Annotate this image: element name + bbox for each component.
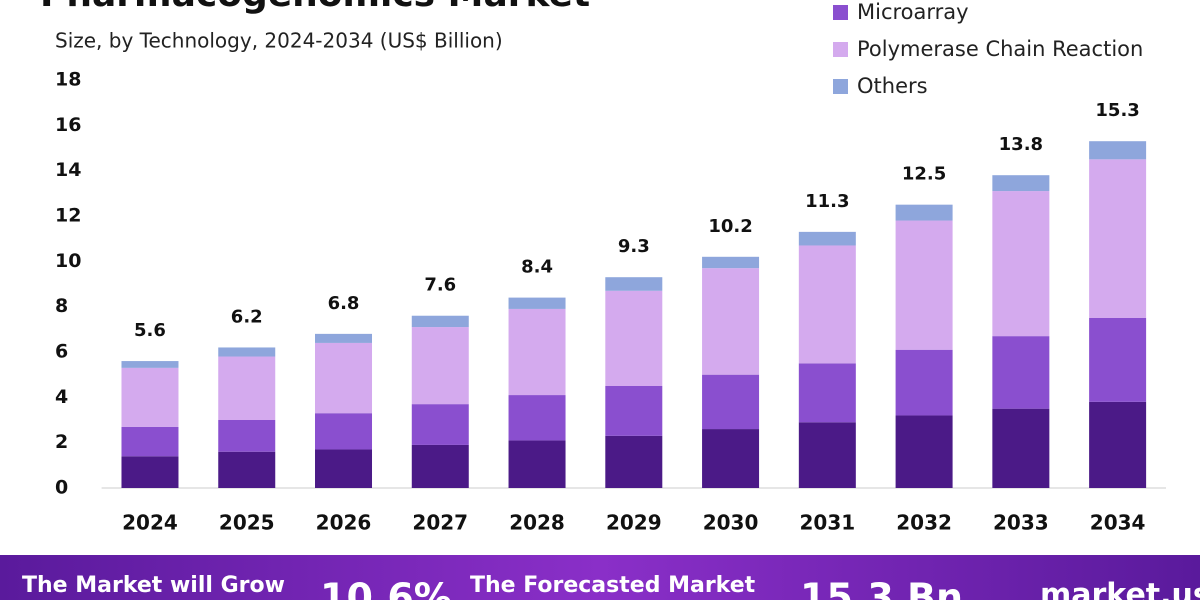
total-label: 12.5 <box>902 164 946 185</box>
x-tick-label: 2032 <box>896 511 952 535</box>
x-tick-label: 2026 <box>316 511 372 535</box>
bar-segment <box>218 356 276 420</box>
bar-segment <box>798 363 856 423</box>
bar-segment <box>1089 318 1147 402</box>
total-label: 10.2 <box>708 216 752 237</box>
chart-title: Pharmacogenomics Market <box>40 0 590 15</box>
legend-label: Microarray <box>857 0 969 24</box>
bar-segment <box>411 327 469 405</box>
bar-segment <box>218 347 276 357</box>
total-label: 15.3 <box>1095 100 1139 121</box>
bar-segment <box>798 231 856 246</box>
bar-segment <box>508 308 566 396</box>
bar-segment <box>315 449 373 488</box>
bar-segment <box>895 204 953 221</box>
bar-segment <box>992 336 1050 409</box>
x-tick-label: 2033 <box>993 511 1049 535</box>
chart-subtitle: Size, by Technology, 2024-2034 (US$ Bill… <box>55 29 503 53</box>
x-tick-label: 2028 <box>509 511 565 535</box>
bar-segment <box>121 361 179 368</box>
bar-segment <box>121 456 179 488</box>
bar-segment <box>1089 159 1147 318</box>
bar-segment <box>218 451 276 488</box>
bar-segment <box>992 175 1050 192</box>
y-tick-label: 18 <box>55 69 81 91</box>
bar-segment <box>121 426 179 457</box>
bar-segment <box>508 440 566 488</box>
total-label: 6.8 <box>328 293 360 314</box>
bar-segment <box>702 429 760 488</box>
bar-segment <box>895 220 953 350</box>
total-label: 13.8 <box>999 134 1043 155</box>
total-label: 11.3 <box>805 191 849 212</box>
y-tick-label: 6 <box>55 341 68 363</box>
bar-segment <box>702 268 760 375</box>
bar-segment <box>702 256 760 269</box>
bar-segment <box>121 367 179 427</box>
bar-segment <box>315 342 373 414</box>
bar-segment <box>411 315 469 328</box>
banner-value: 10.6% <box>320 576 452 600</box>
total-label: 5.6 <box>134 320 166 341</box>
bar-segment <box>798 245 856 364</box>
y-tick-label: 2 <box>55 431 68 453</box>
bar-segment <box>411 404 469 445</box>
bar-segment <box>605 435 663 488</box>
bar-segment <box>508 395 566 441</box>
total-label: 9.3 <box>618 236 650 257</box>
bar-segment <box>605 277 663 291</box>
x-tick-label: 2027 <box>412 511 468 535</box>
x-tick-label: 2025 <box>219 511 275 535</box>
bar-segment <box>798 422 856 488</box>
y-tick-label: 10 <box>55 250 81 272</box>
bar-segment <box>508 297 566 309</box>
banner-value: 15.3 Bn <box>800 576 963 600</box>
bar-segment <box>895 349 953 416</box>
y-tick-label: 14 <box>55 159 81 181</box>
bar-segment <box>605 290 663 386</box>
bar-segment <box>1089 141 1147 160</box>
x-tick-label: 2029 <box>606 511 662 535</box>
banner <box>0 555 1200 600</box>
banner-text: The Market will Grow <box>22 573 285 598</box>
bar-segment <box>315 333 373 343</box>
y-tick-label: 8 <box>55 295 68 317</box>
bar-segment <box>315 413 373 450</box>
x-tick-label: 2030 <box>703 511 759 535</box>
x-tick-label: 2031 <box>799 511 855 535</box>
bar-segment <box>605 386 663 436</box>
y-tick-label: 0 <box>55 477 68 499</box>
total-label: 7.6 <box>424 275 456 296</box>
bar-segment <box>218 420 276 452</box>
x-tick-label: 2034 <box>1090 511 1146 535</box>
bar-segment <box>895 415 953 488</box>
x-tick-label: 2024 <box>122 511 178 535</box>
bar-segment <box>992 191 1050 337</box>
legend-label: Others <box>857 74 928 98</box>
total-label: 8.4 <box>521 257 553 278</box>
bar-segment <box>1089 401 1147 488</box>
bar-segment <box>702 374 760 430</box>
legend-swatch <box>833 42 848 57</box>
y-tick-label: 16 <box>55 114 81 136</box>
total-label: 6.2 <box>231 306 263 327</box>
y-tick-label: 12 <box>55 205 81 227</box>
legend-label: Polymerase Chain Reaction <box>857 37 1143 61</box>
brand: market.us <box>1040 578 1200 600</box>
y-tick-label: 4 <box>55 386 68 408</box>
banner-text: The Forecasted Market <box>470 573 756 598</box>
legend-swatch <box>833 5 848 20</box>
legend-swatch <box>833 79 848 94</box>
bar-segment <box>411 444 469 488</box>
bar-segment <box>992 408 1050 488</box>
